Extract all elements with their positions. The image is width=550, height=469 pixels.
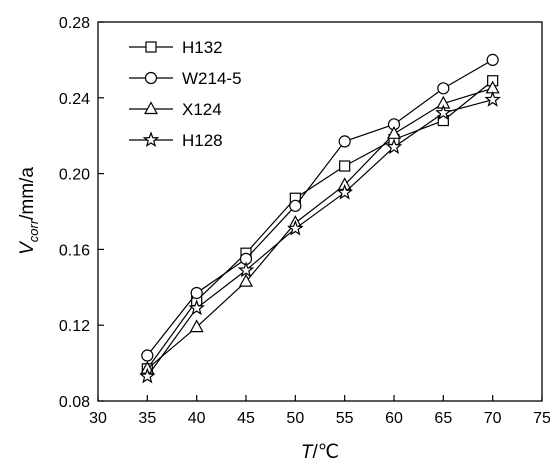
x-axis-title: T/℃ (301, 442, 339, 463)
y-tick-label: 0.12 (59, 318, 90, 335)
x-tick-label: 75 (533, 410, 550, 427)
x-tick-label: 65 (434, 410, 452, 427)
series-h128 (139, 90, 501, 384)
x-tick-label: 50 (286, 410, 304, 427)
data-point-h128 (287, 219, 304, 236)
x-tick-label: 45 (237, 410, 255, 427)
x-tick-label: 40 (188, 410, 206, 427)
x-axis-variable: T (301, 442, 314, 463)
legend-item-x124: X124 (129, 100, 222, 119)
series-layer (139, 53, 501, 384)
series-line-h128 (146, 99, 493, 377)
legend-item-h132: H132 (129, 38, 223, 57)
data-point-x124 (189, 319, 204, 333)
data-point-x124 (386, 126, 402, 139)
y-tick-label: 0.08 (59, 394, 90, 411)
plot-frame (97, 21, 543, 402)
y-axis-variable: V (17, 240, 38, 255)
series-line-w214-5 (146, 59, 493, 356)
data-point-h128 (435, 104, 452, 121)
legend-item-h128: H128 (129, 131, 223, 150)
series-line-x124 (146, 87, 493, 370)
series-x124 (140, 80, 500, 374)
legend-item-w214-5: W214-5 (129, 69, 242, 88)
y-tick-label: 0.16 (59, 242, 90, 259)
y-axis-unit: /mm/a (17, 167, 38, 220)
data-point-w214-5 (289, 199, 302, 212)
x-tick-label: 30 (89, 410, 107, 427)
data-point-h128 (336, 183, 353, 200)
y-axis-title: Vcorr/mm/a (17, 167, 41, 255)
y-tick-label: 0.24 (59, 91, 90, 108)
legend: H132 W214-5 X124 H128 (129, 38, 242, 150)
data-point-h128 (188, 299, 205, 316)
data-point-h128 (484, 90, 501, 107)
y-tick-label: 0.20 (59, 167, 90, 184)
series-line-h132 (146, 80, 494, 370)
y-axis-ticks: 0.08 0.12 0.16 0.20 0.24 0.28 (59, 15, 104, 411)
legend-label: H128 (182, 131, 223, 150)
legend-label: W214-5 (182, 69, 242, 88)
data-point-w214-5 (338, 135, 351, 148)
x-axis-unit: /℃ (312, 442, 339, 463)
data-point-h128 (139, 367, 156, 384)
data-point-h128 (237, 261, 255, 278)
data-point-h132 (339, 160, 351, 172)
data-point-w214-5 (141, 349, 154, 362)
legend-label: H132 (182, 38, 223, 57)
x-tick-label: 55 (336, 410, 354, 427)
y-tick-label: 0.28 (59, 15, 90, 32)
data-point-h128 (385, 138, 403, 155)
x-tick-label: 70 (484, 410, 502, 427)
x-axis-ticks: 30 35 40 45 50 55 60 65 70 75 (89, 395, 550, 427)
legend-marker-h132 (145, 41, 157, 53)
data-point-w214-5 (486, 53, 499, 67)
y-axis-subscript: corr (26, 219, 41, 242)
legend-marker-w214-5 (144, 71, 158, 85)
x-tick-label: 35 (138, 410, 156, 427)
legend-marker-h128 (142, 131, 160, 148)
x-tick-label: 60 (385, 410, 403, 427)
legend-marker-x124 (143, 101, 159, 115)
data-point-w214-5 (437, 82, 450, 95)
legend-label: X124 (182, 100, 222, 119)
data-point-x124 (238, 273, 254, 287)
data-point-w214-5 (190, 286, 203, 300)
